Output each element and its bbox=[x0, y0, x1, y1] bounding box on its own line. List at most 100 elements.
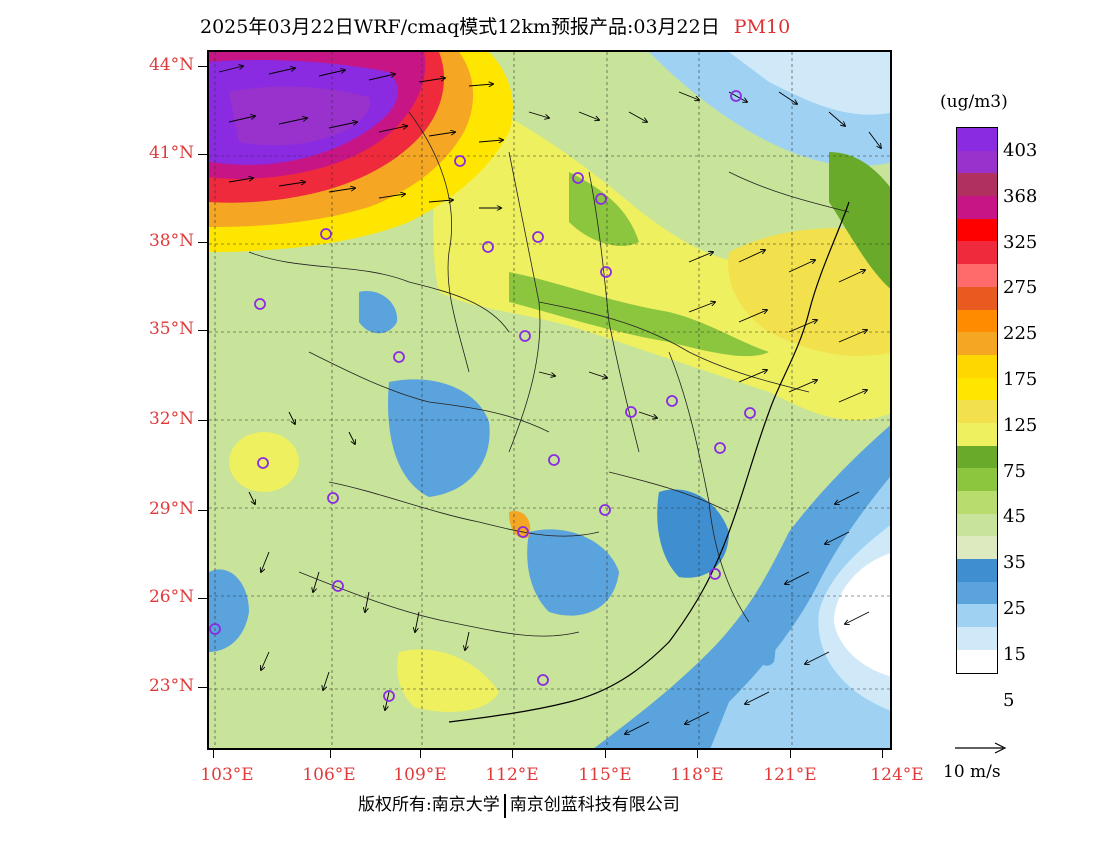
city-marker bbox=[600, 266, 612, 278]
lon-tick bbox=[790, 749, 791, 758]
colorbar-level-label: 275 bbox=[1003, 277, 1038, 299]
colorbar-level-label: 35 bbox=[1003, 552, 1026, 574]
colorbar-level-label: 325 bbox=[1003, 231, 1038, 253]
colorbar-swatch bbox=[957, 354, 997, 378]
lon-tick bbox=[420, 749, 421, 758]
colorbar-swatch bbox=[957, 536, 997, 560]
coastline bbox=[448, 201, 850, 723]
colorbar-swatch bbox=[957, 241, 997, 265]
lat-tick bbox=[198, 66, 207, 67]
colorbar-swatch bbox=[957, 649, 997, 673]
colorbar-level-label: 368 bbox=[1003, 185, 1038, 207]
city-marker bbox=[730, 90, 742, 102]
colorbar-level-label: 175 bbox=[1003, 369, 1038, 390]
chart-title: 2025年03月22日WRF/cmaq模式12km预报产品:03月22日 PM10 bbox=[200, 12, 790, 39]
lon-label: 109°E bbox=[393, 765, 447, 785]
copyright-right: 南京创蓝科技有限公司 bbox=[509, 795, 680, 815]
colorbar-swatch bbox=[957, 332, 997, 355]
city-marker bbox=[332, 580, 344, 592]
city-marker bbox=[532, 231, 544, 243]
colorbar-level-label: 75 bbox=[1003, 460, 1026, 482]
colorbar-swatch bbox=[957, 196, 997, 219]
reference-vector-label: 10 m/s bbox=[943, 762, 1001, 782]
city-marker bbox=[595, 193, 607, 205]
colorbar-level-label: 25 bbox=[1003, 598, 1026, 619]
lat-tick bbox=[198, 330, 207, 331]
lon-tick bbox=[882, 749, 883, 758]
city-marker bbox=[744, 407, 756, 419]
lon-label: 115°E bbox=[578, 765, 632, 785]
colorbar-swatch bbox=[957, 627, 997, 650]
copyright-separator bbox=[503, 793, 506, 818]
city-marker bbox=[254, 298, 266, 310]
colorbar-level-label: 403 bbox=[1003, 140, 1038, 161]
colorbar-level-label: 5 bbox=[1003, 689, 1015, 711]
lat-tick bbox=[198, 420, 207, 421]
title-main: 2025年03月22日WRF/cmaq模式12km预报产品:03月22日 bbox=[200, 16, 720, 38]
colorbar-swatch bbox=[957, 128, 997, 151]
colorbar-level-label: 225 bbox=[1003, 323, 1038, 345]
city-marker bbox=[454, 155, 466, 167]
colorbar-swatch bbox=[957, 422, 997, 446]
lat-label: 26°N bbox=[148, 587, 194, 607]
city-marker bbox=[572, 172, 584, 184]
city-marker bbox=[257, 457, 269, 469]
colorbar-swatch bbox=[957, 445, 997, 469]
province-borders bbox=[248, 111, 850, 637]
colorbar-swatch bbox=[957, 513, 997, 537]
colorbar-unit: (ug/m3) bbox=[940, 92, 1008, 112]
colorbar-swatch bbox=[957, 150, 997, 174]
city-marker bbox=[327, 492, 339, 504]
city-marker bbox=[482, 241, 494, 253]
lon-tick bbox=[330, 749, 331, 758]
lon-label: 124°E bbox=[870, 765, 924, 785]
lat-label: 35°N bbox=[148, 319, 194, 339]
colorbar-swatch bbox=[957, 218, 997, 242]
lat-label: 38°N bbox=[148, 231, 194, 251]
colorbar-swatch bbox=[957, 559, 997, 582]
lon-label: 118°E bbox=[670, 765, 724, 785]
plain-zone bbox=[433, 82, 890, 421]
lon-label: 121°E bbox=[763, 765, 817, 785]
colorbar-level-label: 45 bbox=[1003, 506, 1026, 528]
colorbar-level-label: 15 bbox=[1003, 643, 1026, 665]
lon-tick bbox=[697, 749, 698, 758]
city-marker bbox=[393, 351, 405, 363]
city-marker bbox=[320, 228, 332, 240]
lat-tick bbox=[198, 687, 207, 688]
city-marker bbox=[517, 526, 529, 538]
lon-label: 106°E bbox=[302, 765, 356, 785]
lon-tick bbox=[605, 749, 606, 758]
reference-vector-arrow bbox=[955, 742, 1007, 754]
lat-label: 32°N bbox=[148, 409, 194, 429]
colorbar bbox=[956, 127, 998, 674]
title-variable: PM10 bbox=[733, 16, 791, 38]
lon-label: 112°E bbox=[485, 765, 539, 785]
colorbar-swatch bbox=[957, 491, 997, 514]
city-marker bbox=[209, 623, 221, 635]
lon-label: 103°E bbox=[200, 765, 254, 785]
lat-label: 23°N bbox=[148, 676, 194, 696]
wind-vectors bbox=[218, 66, 881, 734]
colorbar-level-label: 125 bbox=[1003, 414, 1038, 436]
city-marker bbox=[519, 330, 531, 342]
lat-label: 29°N bbox=[148, 499, 194, 519]
copyright: 版权所有:南京大学 南京创蓝科技有限公司 bbox=[358, 790, 680, 818]
city-marker bbox=[383, 690, 395, 702]
colorbar-swatch bbox=[957, 581, 997, 605]
lon-tick bbox=[512, 749, 513, 758]
lat-tick bbox=[198, 510, 207, 511]
lon-tick bbox=[213, 749, 214, 758]
lat-tick bbox=[198, 242, 207, 243]
colorbar-swatch bbox=[957, 604, 997, 628]
city-marker bbox=[548, 454, 560, 466]
city-marker bbox=[709, 568, 721, 580]
city-marker bbox=[625, 406, 637, 418]
city-marker bbox=[666, 395, 678, 407]
colorbar-swatch bbox=[957, 400, 997, 423]
colorbar-swatch bbox=[957, 286, 997, 310]
colorbar-swatch bbox=[957, 309, 997, 333]
city-marker bbox=[599, 504, 611, 516]
colorbar-swatch bbox=[957, 468, 997, 491]
colorbar-swatch bbox=[957, 173, 997, 197]
